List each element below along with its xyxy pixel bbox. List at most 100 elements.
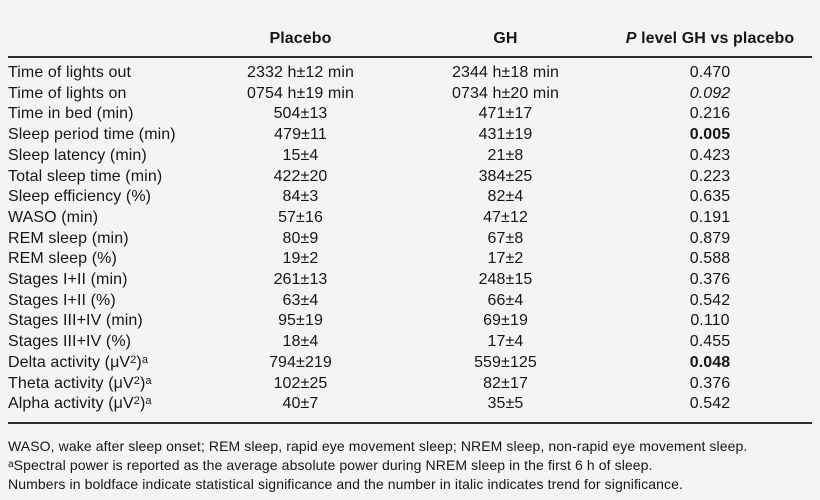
sleep-data-table: Placebo GH P level GH vs placebo Time of… bbox=[8, 30, 812, 424]
table-row: Time in bed (min) 504±13 471±17 0.216 bbox=[8, 104, 812, 125]
superscript: a bbox=[145, 395, 152, 408]
footnote-line: Numbers in boldface indicate statistical… bbox=[8, 475, 812, 494]
row-label: WASO (min) bbox=[8, 208, 198, 229]
table-row: REM sleep (min) 80±9 67±8 0.879 bbox=[8, 229, 812, 250]
cell-placebo: 422±20 bbox=[273, 167, 328, 185]
table-row: Stages III+IV (min) 95±19 69±19 0.110 bbox=[8, 311, 812, 332]
table-row: Stages III+IV (%) 18±4 17±4 0.455 bbox=[8, 332, 812, 353]
footnotes: WASO, wake after sleep onset; REM sleep,… bbox=[8, 437, 812, 493]
row-label: Stages III+IV (%) bbox=[8, 332, 198, 353]
text-part: WASO (min) bbox=[8, 208, 99, 226]
table-row: Alpha activity (μV2)a 40±7 35±5 0.542 bbox=[8, 394, 812, 423]
text-part: Stages III+IV (%) bbox=[8, 333, 132, 351]
cell-gh: 82±17 bbox=[483, 374, 528, 392]
table-row: Time of lights out 2332 h±12 min 2344 h±… bbox=[8, 57, 812, 84]
cell-gh: 17±4 bbox=[487, 333, 524, 351]
text-part: Sleep latency (min) bbox=[8, 146, 147, 164]
text-part: WASO, wake after sleep onset; REM sleep,… bbox=[8, 437, 748, 454]
text-part: Stages I+II (%) bbox=[8, 291, 116, 309]
row-label: Sleep efficiency (%) bbox=[8, 187, 198, 208]
text-part: Total sleep time (min) bbox=[8, 167, 163, 185]
table-row: Theta activity (μV2)a 102±25 82±17 0.376 bbox=[8, 374, 812, 395]
table-body: Time of lights out 2332 h±12 min 2344 h±… bbox=[8, 57, 812, 423]
header-parameter-column bbox=[8, 30, 198, 58]
row-label: Stages I+II (min) bbox=[8, 270, 198, 291]
text-part: Stages III+IV (min) bbox=[8, 312, 143, 330]
cell-gh: 66±4 bbox=[487, 291, 524, 309]
text-part: Alpha activity (μV bbox=[8, 395, 134, 413]
cell-placebo: 504±13 bbox=[273, 105, 328, 123]
text-part: REM sleep (%) bbox=[8, 250, 117, 268]
cell-p-value: 0.005 bbox=[689, 126, 731, 144]
cell-placebo: 40±7 bbox=[282, 395, 319, 413]
text-part: Delta activity (μV bbox=[8, 353, 131, 371]
table-row: Sleep efficiency (%) 84±3 82±4 0.635 bbox=[8, 187, 812, 208]
text-part: ) bbox=[139, 374, 146, 392]
text-part: Numbers in boldface indicate statistical… bbox=[8, 475, 683, 492]
row-label: Stages III+IV (min) bbox=[8, 311, 198, 332]
row-label: Time of lights out bbox=[8, 57, 198, 84]
row-label: Stages I+II (%) bbox=[8, 291, 198, 312]
superscript: a bbox=[8, 458, 14, 470]
row-label: Time of lights on bbox=[8, 84, 198, 105]
cell-placebo: 261±13 bbox=[273, 271, 328, 289]
cell-p-value: 0.048 bbox=[689, 353, 731, 371]
table-row: Time of lights on 0754 h±19 min 0734 h±2… bbox=[8, 84, 812, 105]
table-row: Sleep period time (min) 479±11 431±19 0.… bbox=[8, 125, 812, 146]
row-label: Alpha activity (μV2)a bbox=[8, 394, 198, 423]
cell-gh: 384±25 bbox=[478, 167, 533, 185]
cell-gh: 471±17 bbox=[478, 105, 533, 123]
table-row: Sleep latency (min) 15±4 21±8 0.423 bbox=[8, 146, 812, 167]
footnote-line: WASO, wake after sleep onset; REM sleep,… bbox=[8, 437, 812, 456]
cell-p-value: 0.376 bbox=[689, 271, 731, 289]
cell-placebo: 2332 h±12 min bbox=[246, 64, 355, 81]
cell-placebo: 19±2 bbox=[282, 250, 319, 268]
cell-placebo: 80±9 bbox=[282, 229, 319, 247]
row-label: Time in bed (min) bbox=[8, 104, 198, 125]
table-row: WASO (min) 57±16 47±12 0.191 bbox=[8, 208, 812, 229]
cell-placebo: 794±219 bbox=[269, 353, 332, 371]
row-label: REM sleep (min) bbox=[8, 229, 198, 250]
table-row: REM sleep (%) 19±2 17±2 0.588 bbox=[8, 249, 812, 270]
superscript: 2 bbox=[130, 353, 137, 366]
text-part: ) bbox=[136, 353, 142, 371]
text-part: Time of lights out bbox=[8, 64, 132, 81]
cell-placebo: 0754 h±19 min bbox=[246, 84, 355, 102]
row-label: Delta activity (μV2)a bbox=[8, 353, 198, 374]
cell-gh: 248±15 bbox=[478, 271, 533, 289]
cell-placebo: 479±11 bbox=[274, 126, 327, 144]
row-label: REM sleep (%) bbox=[8, 249, 198, 270]
cell-p-value: 0.635 bbox=[689, 188, 731, 206]
cell-p-value: 0.110 bbox=[690, 312, 730, 330]
cell-p-value: 0.542 bbox=[689, 395, 731, 413]
row-label: Total sleep time (min) bbox=[8, 167, 198, 188]
table-row: Delta activity (μV2)a 794±219 559±125 0.… bbox=[8, 353, 812, 374]
superscript: 2 bbox=[133, 374, 140, 387]
cell-placebo: 84±3 bbox=[282, 188, 319, 206]
cell-gh: 21±8 bbox=[487, 146, 524, 164]
cell-p-value: 0.470 bbox=[689, 64, 731, 81]
superscript: 2 bbox=[133, 395, 140, 408]
superscript: a bbox=[145, 374, 152, 387]
cell-gh: 17±2 bbox=[487, 250, 524, 268]
cell-gh: 2344 h±18 min bbox=[451, 64, 560, 81]
table-row: Stages I+II (%) 63±4 66±4 0.542 bbox=[8, 291, 812, 312]
cell-placebo: 95±19 bbox=[278, 312, 323, 330]
cell-gh: 559±125 bbox=[474, 353, 537, 371]
cell-gh: 82±4 bbox=[487, 188, 524, 206]
text-part: Time in bed (min) bbox=[8, 105, 134, 123]
table-row: Total sleep time (min) 422±20 384±25 0.2… bbox=[8, 167, 812, 188]
p-symbol: P bbox=[625, 30, 637, 47]
text-part: Time of lights on bbox=[8, 84, 127, 102]
text-part: Stages I+II (min) bbox=[8, 271, 128, 289]
row-label: Sleep latency (min) bbox=[8, 146, 198, 167]
cell-placebo: 57±16 bbox=[278, 208, 323, 226]
text-part: Theta activity (μV bbox=[8, 374, 134, 392]
cell-placebo: 63±4 bbox=[282, 291, 319, 309]
header-row: Placebo GH P level GH vs placebo bbox=[8, 30, 812, 58]
header-placebo: Placebo bbox=[198, 30, 403, 58]
cell-p-value: 0.092 bbox=[689, 84, 731, 102]
text-part: REM sleep (min) bbox=[8, 229, 129, 247]
cell-p-value: 0.542 bbox=[689, 291, 731, 309]
